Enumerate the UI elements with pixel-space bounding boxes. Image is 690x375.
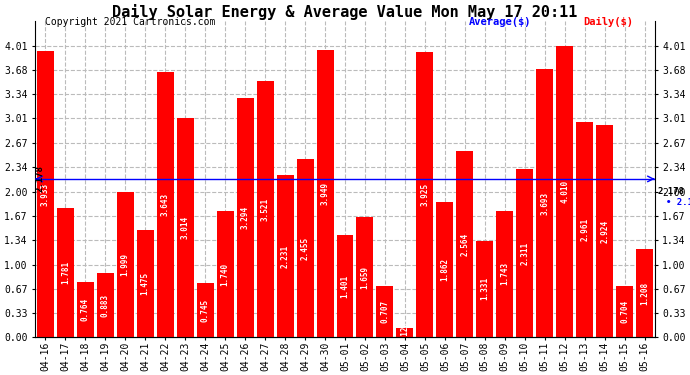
Bar [496,210,513,337]
Bar [157,72,174,337]
Text: 0.707: 0.707 [380,300,389,323]
Text: 3.294: 3.294 [241,206,250,229]
Text: 1.862: 1.862 [440,258,449,281]
Text: 2.961: 2.961 [580,218,589,241]
Text: 3.693: 3.693 [540,192,549,214]
Text: 1.659: 1.659 [360,266,369,288]
Text: Copyright 2021 Cartronics.com: Copyright 2021 Cartronics.com [45,17,215,27]
Bar [357,217,373,337]
Bar [397,328,413,337]
Bar [556,46,573,337]
Bar [177,118,194,337]
Bar [476,240,493,337]
Bar [576,122,593,337]
Bar [317,50,333,337]
Bar [456,151,473,337]
Bar [257,81,273,337]
Title: Daily Solar Energy & Average Value Mon May 17 20:11: Daily Solar Energy & Average Value Mon M… [112,4,578,20]
Bar [377,286,393,337]
Text: 0.129: 0.129 [400,321,409,344]
Bar [117,192,134,337]
Text: 1.331: 1.331 [480,278,489,300]
Text: 1.208: 1.208 [640,282,649,305]
Text: 2.231: 2.231 [281,244,290,268]
Text: 0.883: 0.883 [101,294,110,317]
Bar [57,208,74,337]
Text: 1.401: 1.401 [340,275,350,298]
Text: Daily($): Daily($) [583,17,633,27]
Text: 0.745: 0.745 [201,298,210,322]
Text: 3.925: 3.925 [420,183,429,206]
Text: 4.010: 4.010 [560,180,569,203]
Text: 1.999: 1.999 [121,253,130,276]
Text: 1.475: 1.475 [141,272,150,295]
Bar [197,283,214,337]
Bar [137,230,154,337]
Bar [77,282,94,337]
Text: 3.949: 3.949 [321,182,330,205]
Bar [297,159,313,337]
Bar [596,124,613,337]
Bar [616,286,633,337]
Text: 1.781: 1.781 [61,261,70,284]
Text: • 2.178: • 2.178 [666,198,690,207]
Bar [37,51,54,337]
Bar [237,98,254,337]
Bar [536,69,553,337]
Bar [97,273,114,337]
Bar [417,52,433,337]
Bar [516,169,533,337]
Text: 1.743: 1.743 [500,262,509,285]
Text: 3.521: 3.521 [261,198,270,221]
Text: 0.704: 0.704 [620,300,629,323]
Bar [277,175,293,337]
Text: 2.311: 2.311 [520,242,529,265]
Text: 2.564: 2.564 [460,232,469,256]
Text: Average($): Average($) [469,17,532,27]
Bar [337,236,353,337]
Text: 1.740: 1.740 [221,262,230,286]
Text: 3.933: 3.933 [41,183,50,206]
Text: 3.014: 3.014 [181,216,190,239]
Text: 0.764: 0.764 [81,298,90,321]
Text: 2.178: 2.178 [658,187,684,196]
Text: 2.455: 2.455 [301,237,310,260]
Bar [436,202,453,337]
Bar [636,249,653,337]
Text: 2.924: 2.924 [600,219,609,243]
Bar [217,211,234,337]
Text: 2.178: 2.178 [35,165,45,192]
Text: 3.643: 3.643 [161,193,170,216]
